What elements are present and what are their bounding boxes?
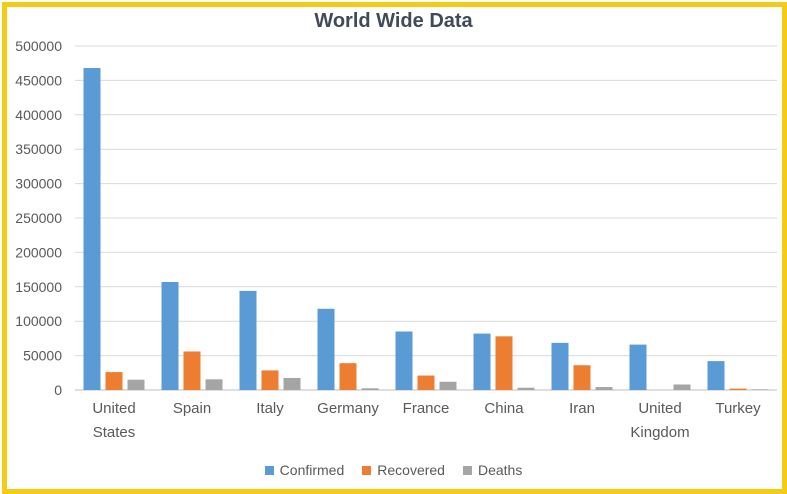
bar-deaths — [205, 379, 223, 390]
legend-swatch — [462, 465, 472, 475]
y-tick-label: 0 — [54, 382, 62, 398]
bar-recovered — [183, 351, 201, 390]
bar-confirmed — [707, 361, 725, 390]
x-tick-label: Germany — [317, 400, 379, 417]
x-tick-label: Italy — [256, 400, 284, 417]
legend-label: Recovered — [377, 462, 445, 478]
bar-deaths — [127, 379, 145, 390]
bar-confirmed — [629, 344, 647, 390]
y-tick-label: 300000 — [15, 176, 62, 192]
bar-confirmed — [473, 333, 491, 390]
x-tick-label: Kingdom — [630, 424, 689, 441]
legend-item: Confirmed — [264, 462, 345, 478]
x-tick-label: Iran — [569, 400, 595, 417]
x-tick-label: States — [93, 424, 136, 441]
bar-confirmed — [317, 308, 335, 390]
chart-legend: Confirmed Recovered Deaths — [0, 462, 787, 478]
y-tick-label: 50000 — [23, 348, 62, 364]
x-tick-label: United — [92, 400, 135, 417]
bar-deaths — [361, 388, 379, 390]
y-tick-label: 350000 — [15, 141, 62, 157]
legend-swatch — [264, 465, 274, 475]
y-tick-label: 450000 — [15, 72, 62, 88]
bar-recovered — [417, 375, 435, 390]
bar-recovered — [729, 388, 747, 390]
bar-recovered — [495, 336, 513, 390]
y-tick-label: 100000 — [15, 313, 62, 329]
bar-confirmed — [239, 290, 257, 390]
x-tick-label: Spain — [173, 400, 211, 417]
bar-confirmed — [551, 342, 569, 390]
legend-item: Recovered — [362, 462, 445, 478]
x-tick-label: United — [638, 400, 681, 417]
legend-swatch — [362, 465, 372, 475]
bar-confirmed — [83, 68, 101, 391]
bar-recovered — [105, 372, 123, 390]
bar-deaths — [595, 387, 613, 390]
y-tick-label: 200000 — [15, 244, 62, 260]
bar-recovered — [573, 365, 591, 390]
bar-deaths — [283, 377, 301, 390]
y-tick-label: 500000 — [15, 38, 62, 54]
bar-deaths — [439, 381, 457, 390]
legend-label: Confirmed — [279, 462, 345, 478]
x-tick-label: China — [484, 400, 524, 417]
chart-title: World Wide Data — [314, 10, 473, 32]
y-tick-label: 250000 — [15, 210, 62, 226]
bar-confirmed — [161, 281, 179, 390]
legend-label: Deaths — [477, 462, 523, 478]
x-tick-label: Turkey — [715, 400, 761, 417]
y-tick-label: 150000 — [15, 279, 62, 295]
bar-recovered — [261, 370, 279, 390]
bar-confirmed — [395, 331, 413, 390]
bar-recovered — [339, 363, 357, 390]
x-tick-label: France — [403, 400, 450, 417]
legend-item: Deaths — [462, 462, 523, 478]
bar-deaths — [751, 389, 769, 390]
y-tick-label: 400000 — [15, 107, 62, 123]
bar-deaths — [673, 384, 691, 390]
bar-deaths — [517, 387, 535, 390]
